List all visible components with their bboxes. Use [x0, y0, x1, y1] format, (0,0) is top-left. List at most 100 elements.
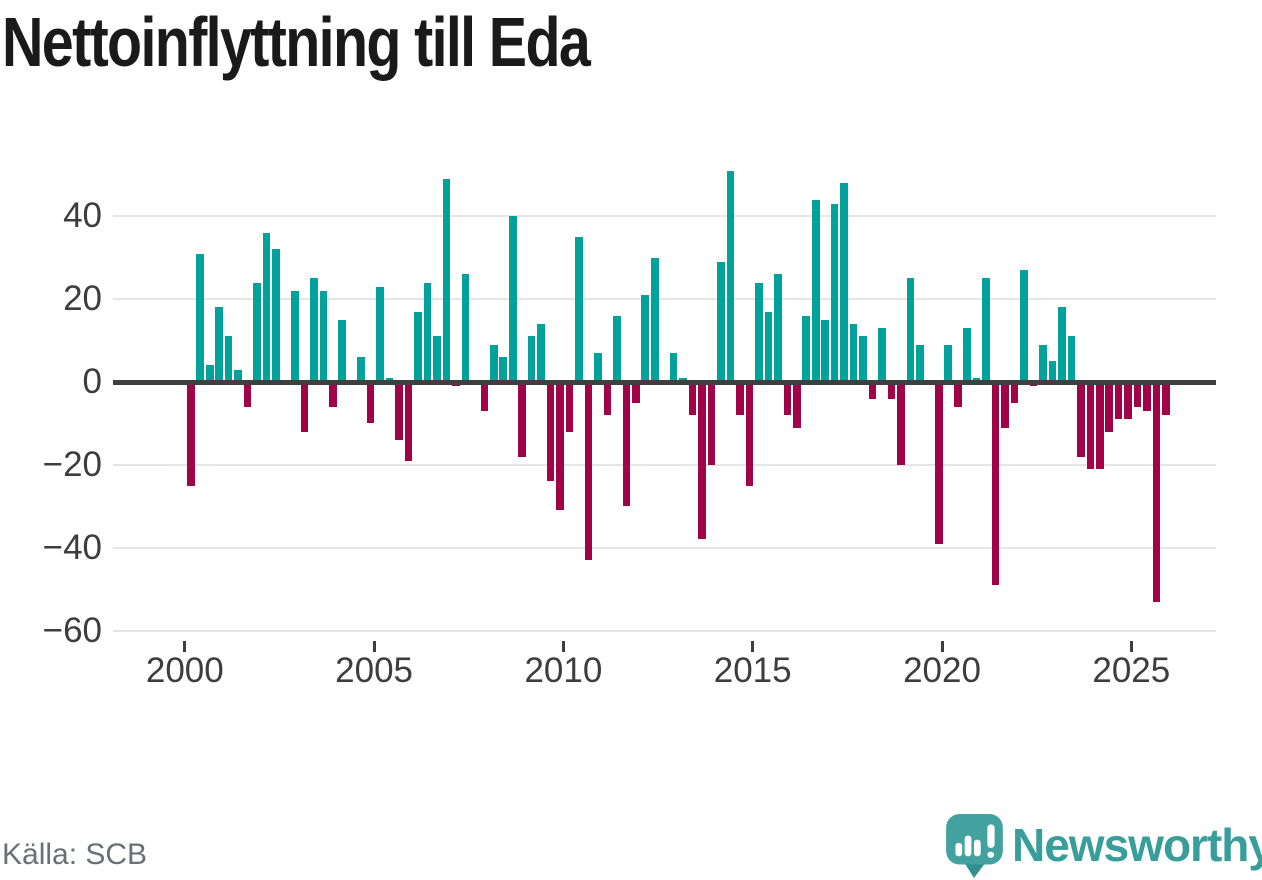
- bar-q36: [527, 336, 536, 382]
- bar-q26: [433, 336, 441, 382]
- bar-q77: [916, 344, 924, 382]
- bar-q15: [329, 382, 337, 407]
- bar-q71: [859, 336, 867, 382]
- newsworthy-logo: Newsworthy: [946, 812, 1262, 879]
- x-tick-label-2015: 2015: [713, 651, 792, 690]
- x-tick-2010: [561, 641, 565, 652]
- bar-q47: [632, 382, 640, 403]
- bar-q33: [499, 357, 508, 382]
- y-tick-label-0: 0: [82, 362, 102, 401]
- y-tick-label-40: 40: [63, 196, 102, 236]
- bar-q38: [546, 382, 555, 482]
- bar-q27: [442, 178, 451, 382]
- bar-q73: [878, 328, 886, 382]
- bar-q91: [1048, 361, 1057, 382]
- bar-q100: [1133, 382, 1142, 407]
- bar-q13: [310, 278, 318, 382]
- bar-q22: [395, 382, 403, 441]
- bar-q56: [717, 261, 725, 382]
- bar-q80: [944, 344, 953, 382]
- logo-bubble-tail: [963, 861, 987, 878]
- bar-q12: [300, 382, 309, 432]
- bar-q97: [1105, 382, 1114, 432]
- x-tick-label-2010: 2010: [524, 651, 603, 690]
- bar-q3: [215, 307, 223, 382]
- bar-q66: [811, 199, 820, 382]
- bar-q57: [726, 170, 735, 382]
- newsworthy-wordmark: Newsworthy: [1012, 819, 1262, 871]
- logo-chart-bar-3: [973, 839, 981, 857]
- logo-exclamation-dot: [987, 851, 995, 858]
- bar-q8: [262, 232, 271, 382]
- bar-q69: [840, 183, 848, 382]
- bar-q14: [319, 290, 328, 382]
- bar-q40: [565, 382, 574, 432]
- bar-q64: [792, 382, 801, 428]
- bar-q75: [897, 382, 905, 465]
- bar-q0: [187, 382, 195, 486]
- x-tick-2005: [372, 641, 376, 652]
- bar-q2: [205, 365, 214, 382]
- bar-q94: [1077, 382, 1085, 457]
- logo-chart-bar-2: [964, 835, 972, 857]
- bar-q48: [641, 294, 650, 382]
- bar-q86: [1001, 382, 1009, 428]
- bar-q88: [1020, 270, 1028, 382]
- bar-q65: [802, 315, 811, 382]
- bar-q79: [935, 382, 943, 544]
- bar-q74: [887, 382, 896, 399]
- bar-q20: [376, 286, 384, 382]
- bar-q16: [338, 319, 347, 382]
- x-tick-label-2025: 2025: [1092, 651, 1171, 690]
- gridline-20: [113, 298, 1216, 301]
- bar-q96: [1095, 382, 1104, 470]
- bar-q92: [1058, 307, 1066, 382]
- x-tick-2015: [751, 641, 755, 652]
- bar-q23: [404, 382, 413, 461]
- bar-q67: [821, 319, 829, 382]
- bar-q39: [556, 382, 564, 511]
- bar-q60: [755, 282, 763, 382]
- bar-q9: [272, 249, 280, 382]
- bar-q35: [518, 382, 526, 457]
- x-tick-2025: [1129, 641, 1133, 652]
- bar-q85: [991, 382, 1000, 586]
- x-tick-label-2020: 2020: [903, 651, 981, 690]
- bar-q82: [963, 328, 971, 382]
- bar-q93: [1067, 336, 1076, 382]
- bar-q59: [745, 382, 754, 486]
- x-tick-label-2000: 2000: [145, 651, 224, 690]
- y-tick-label--40: −40: [42, 527, 102, 567]
- bar-q98: [1114, 382, 1123, 420]
- gridline-40: [113, 215, 1216, 218]
- x-tick-2020: [940, 641, 944, 652]
- bar-q72: [868, 382, 877, 399]
- y-tick-label--20: −20: [42, 444, 102, 484]
- bar-q45: [613, 315, 621, 382]
- bar-q63: [783, 382, 792, 416]
- bar-q4: [224, 336, 233, 382]
- bar-q11: [291, 290, 299, 382]
- bar-q51: [669, 352, 678, 382]
- y-tick-label--60: −60: [42, 610, 102, 650]
- bar-q102: [1152, 382, 1161, 602]
- bar-q41: [575, 236, 583, 382]
- bar-q42: [584, 382, 593, 561]
- x-axis-line: [113, 379, 1216, 385]
- gridline--60: [113, 629, 1216, 632]
- bar-q84: [982, 278, 990, 382]
- bar-q68: [830, 203, 839, 382]
- bar-q31: [480, 382, 489, 411]
- bar-q87: [1010, 382, 1019, 403]
- bar-q34: [508, 216, 517, 382]
- bar-q54: [698, 382, 706, 540]
- bar-q76: [906, 278, 915, 382]
- gridline--20: [113, 463, 1216, 466]
- newsworthy-logo-icon: [946, 814, 1003, 878]
- bar-q90: [1039, 344, 1047, 382]
- bar-q58: [736, 382, 744, 416]
- bar-q1: [196, 253, 205, 382]
- bar-q6: [243, 382, 252, 407]
- bar-q70: [849, 323, 858, 382]
